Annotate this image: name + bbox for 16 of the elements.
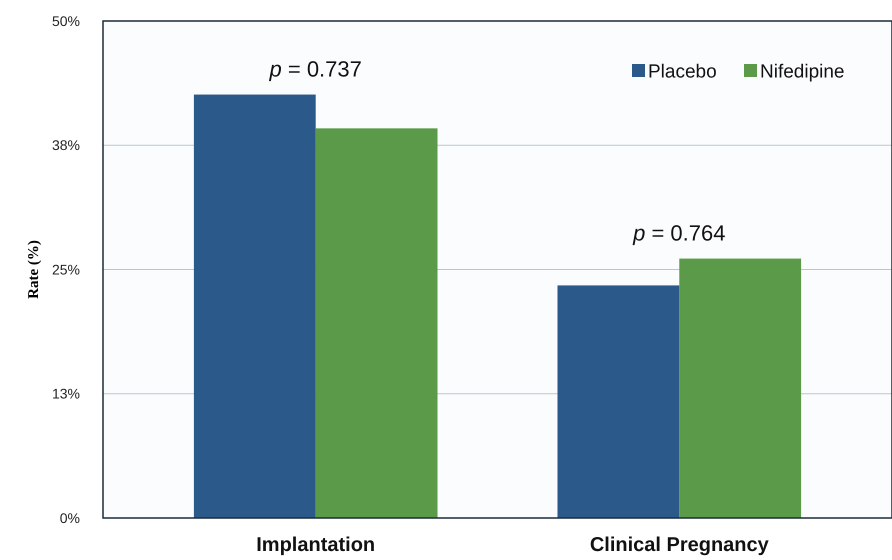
legend-label: Nifedipine	[760, 62, 844, 83]
y-tick-label: 0%	[60, 510, 80, 526]
bar	[194, 94, 316, 518]
x-tick-label: Clinical Pregnancy	[590, 534, 770, 556]
bar	[679, 258, 802, 518]
annotation: p = 0.764	[632, 220, 726, 246]
x-tick-label: Implantation	[256, 534, 376, 556]
y-axis-title: Rate (%)	[26, 240, 42, 299]
bar	[557, 285, 680, 518]
y-tick-label: 25%	[52, 261, 80, 278]
annotation: p = 0.737	[268, 56, 362, 82]
legend-label: Placebo	[648, 62, 717, 83]
y-tick-label: 38%	[52, 137, 80, 154]
y-tick-label: 50%	[52, 12, 80, 29]
y-tick-label: 13%	[52, 386, 80, 402]
bar	[316, 128, 438, 518]
